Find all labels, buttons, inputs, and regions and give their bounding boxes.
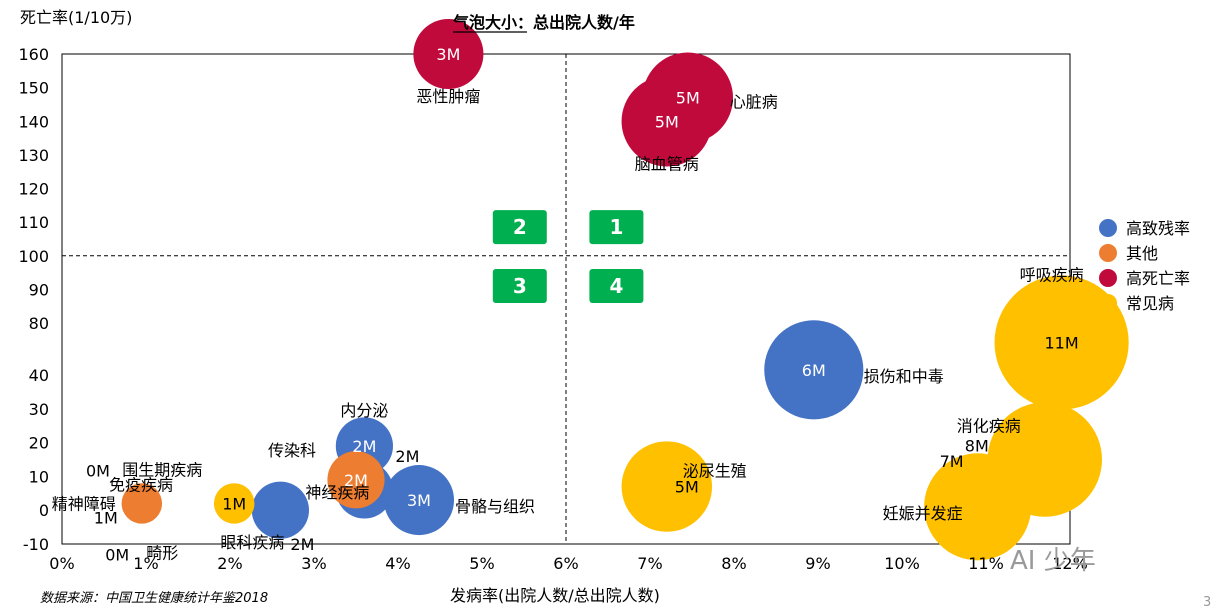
page-number: 3 — [1203, 595, 1212, 610]
quadrant-badge — [492, 269, 547, 304]
y-tick-label: 90 — [29, 280, 49, 299]
quadrant-label: 3 — [513, 274, 527, 298]
bubble-name-label: 精神障碍 — [52, 494, 116, 513]
x-tick-label: 10% — [884, 554, 920, 573]
size-label: 1M — [222, 494, 246, 513]
y-tick-label: 130 — [18, 146, 49, 165]
bubble-name-label: 传染科 — [268, 441, 316, 460]
size-label: 6M — [802, 361, 826, 380]
quadrant-badge — [589, 269, 644, 304]
bubble-name-label: 脑血管病 — [635, 154, 699, 173]
bubble-骨骼与组织 — [383, 465, 455, 536]
legend-marker — [1099, 219, 1117, 237]
y-tick-label: 100 — [18, 247, 49, 266]
bubble-精神障碍 — [121, 483, 163, 524]
quadrant-badge — [492, 210, 547, 245]
bubble-name-label: 内分泌 — [340, 401, 388, 420]
quadrant-label: 1 — [609, 215, 623, 239]
x-tick-label: 5% — [469, 554, 494, 573]
bubble-恶性肿瘤 — [413, 18, 484, 90]
y-tick-label: 80 — [29, 314, 49, 333]
x-tick-label: 11% — [968, 554, 1004, 573]
y-tick-label: 0 — [39, 501, 49, 520]
legend-marker — [1099, 294, 1117, 312]
size-label: 2M — [352, 437, 376, 456]
size-label: 11M — [1045, 334, 1079, 353]
x-tick-label: 6% — [553, 554, 578, 573]
bubble-name-label: 恶性肿瘤 — [416, 87, 480, 106]
bubble-name-label: 围生期疾病 — [122, 460, 202, 479]
size-label: 3M — [407, 491, 431, 510]
y-tick-label: 140 — [18, 112, 49, 131]
y-tick-label: 40 — [29, 366, 49, 385]
x-tick-label: 3% — [301, 554, 326, 573]
bubble-妊娠并发症 — [924, 453, 1032, 561]
bubble-围生期疾病 — [213, 483, 255, 524]
size-label: 5M — [655, 112, 679, 131]
legend-marker — [1099, 244, 1117, 262]
y-tick-label: 120 — [18, 180, 49, 199]
legend-label: 高死亡率 — [1126, 269, 1190, 288]
bubble-name-label: 泌尿生殖 — [683, 462, 747, 481]
size-label: 0M — [86, 462, 110, 481]
bubble-损伤和中毒 — [764, 320, 864, 420]
size-label: 7M — [940, 452, 964, 471]
legend-label: 高致残率 — [1126, 219, 1190, 238]
y-tick-label: -10 — [23, 535, 49, 554]
bubble-脑血管病 — [621, 76, 713, 167]
x-tick-label: 0% — [49, 554, 74, 573]
watermark: AI 少年 — [1010, 546, 1096, 576]
source-note: 数据来源：中国卫生健康统计年鉴2018 — [40, 591, 269, 606]
y-tick-label: 20 — [29, 434, 49, 453]
y-tick-label: 30 — [29, 400, 49, 419]
bubble-呼吸疾病 — [994, 275, 1129, 410]
size-label: 0M — [105, 545, 129, 564]
bubble-name-label: 神经疾病 — [305, 483, 369, 502]
bubble-name-label: 妊娠并发症 — [883, 504, 963, 523]
bubble-name-label: 心脏病 — [730, 93, 778, 112]
bubble-name-label: 畸形 — [146, 543, 178, 562]
bubble-眼科疾病 — [251, 481, 310, 539]
legend-marker — [1099, 269, 1117, 287]
bubble-name-label: 呼吸疾病 — [1020, 266, 1084, 285]
y-tick-label: 150 — [18, 79, 49, 98]
y-axis-label: 死亡率(1/10万) — [20, 8, 132, 27]
size-label: 8M — [965, 437, 989, 456]
quadrant-label: 4 — [609, 274, 623, 298]
y-tick-label: 10 — [29, 467, 49, 486]
y-tick-label: 110 — [18, 213, 49, 232]
x-tick-label: 1% — [133, 554, 158, 573]
size-label: 5M — [675, 478, 699, 497]
chart-title: 气泡大小：总出院人数/年 — [452, 13, 635, 32]
size-label: 2M — [344, 471, 368, 490]
bubble-name-label: 损伤和中毒 — [864, 367, 944, 386]
bubble-name-label: 免疫疾病 — [109, 476, 173, 495]
legend-label: 其他 — [1126, 244, 1158, 263]
x-tick-label: 7% — [637, 554, 662, 573]
size-label: 3M — [436, 45, 460, 64]
x-tick-label: 12% — [1052, 554, 1088, 573]
bubble-泌尿生殖 — [621, 441, 713, 532]
y-tick-label: 160 — [18, 45, 49, 64]
quadrant-badge — [589, 210, 644, 245]
size-label: 2M — [290, 535, 314, 554]
size-label: 1M — [94, 508, 118, 527]
x-axis-label: 发病率(出院人数/总出院人数) — [450, 586, 660, 605]
x-tick-label: 8% — [721, 554, 746, 573]
size-label: 5M — [676, 89, 700, 108]
quadrant-label: 2 — [513, 215, 527, 239]
x-tick-label: 4% — [385, 554, 410, 573]
bubble-传染科 — [327, 451, 385, 509]
bubble-name-label: 消化疾病 — [957, 417, 1021, 436]
legend-label: 常见病 — [1126, 294, 1174, 313]
x-tick-label: 2% — [217, 554, 242, 573]
x-tick-label: 9% — [805, 554, 830, 573]
size-label: 2M — [395, 447, 419, 466]
bubble-name-label: 骨骼与组织 — [455, 497, 535, 516]
bubble-name-label: 眼科疾病 — [220, 533, 284, 552]
